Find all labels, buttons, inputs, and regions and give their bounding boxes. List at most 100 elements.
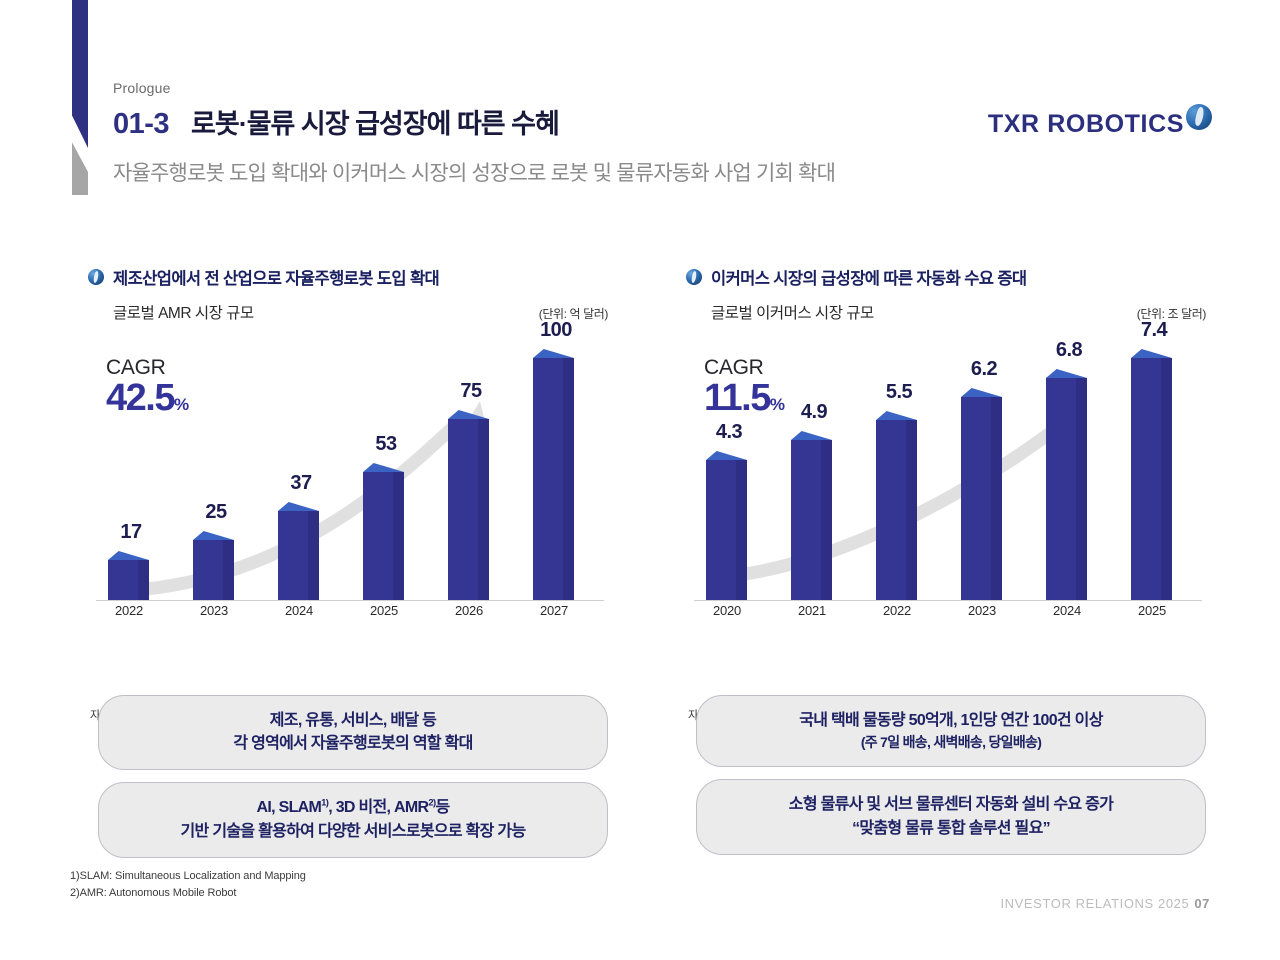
amr-market-chart: CAGR 42.5% 17 25 37 53 75 100 2022 2023 2024 202… [88,319,608,722]
bar-side-face [478,419,489,601]
cagr-percent-sign: % [769,395,785,415]
panel-ecommerce-market: 이커머스 시장의 급성장에 따른 자동화 수요 증대 글로벌 이커머스 시장 규… [686,265,1206,855]
bar-series: 4.3 4.9 5.5 6.2 6.8 7.4 [686,319,1206,601]
x-axis-label: 2027 [539,603,569,618]
bar-side-face [736,460,747,601]
chart-unit-note: (단위: 조 달러) [1136,307,1207,321]
bar-value-label: 4.3 [715,421,743,443]
x-axis-label: 2021 [797,603,827,618]
bar-front-face [961,397,991,601]
cagr-number: 42.5 [106,377,175,420]
header-accent-bar [72,0,88,195]
bar-value-label: 53 [375,433,397,455]
cagr-annotation: CAGR 11.5% [704,356,785,420]
bar-front-face [363,472,393,601]
page-subtitle: 자율주행로봇 도입 확대와 이커머스 시장의 성장으로 로봇 및 물류자동화 사… [113,162,836,185]
bar-front-face [876,420,906,601]
bar [533,349,579,601]
logo-wordmark: TXR ROBOTICS [987,109,1184,138]
callout-box: 국내 택배 물동량 50억개, 1인당 연간 100건 이상 (주 7일 배송, … [696,695,1206,768]
bar-side-face [906,420,917,601]
callout-line: “맞춤형 물류 통합 솔루션 필요” [852,819,1051,837]
callout-line: 기반 기술을 활용하여 다양한 서비스로봇으로 확장 가능 [180,822,527,840]
bar-front-face [1131,358,1161,601]
bar [706,451,752,601]
x-axis-labels: 2022 2023 2024 2025 2026 2027 [88,603,608,625]
globe-bullet-icon [88,269,104,285]
bar-front-face [448,419,478,601]
footnotes: 1)SLAM: Simultaneous Localization and Ma… [70,868,306,901]
callout-list: 국내 택배 물동량 50억개, 1인당 연간 100건 이상 (주 7일 배송, … [696,695,1206,867]
bar-front-face [1046,378,1076,601]
slide-footer: INVESTOR RELATIONS 2025 07 [1000,896,1210,911]
bar-side-face [1161,358,1172,601]
bar-side-face [308,511,319,601]
x-axis-labels: 2020 2021 2022 2023 2024 2025 [686,603,1206,625]
panel-title: 제조산업에서 전 산업으로 자율주행로봇 도입 확대 [113,270,440,288]
bar-value-label: 25 [205,501,227,523]
callout-line: 제조, 유통, 서비스, 배달 등 [269,712,437,729]
footer-text: INVESTOR RELATIONS 2025 [1000,896,1190,911]
cagr-value: 11.5% [704,377,785,420]
panel-title: 이커머스 시장의 급성장에 따른 자동화 수요 증대 [711,270,1027,288]
bar-side-face [821,440,832,601]
x-axis-label: 2020 [712,603,742,618]
cagr-value: 42.5% [106,377,189,420]
bar-value-label: 75 [460,380,482,402]
bar-side-face [223,540,234,601]
bar-front-face [533,358,563,601]
bar-value-label: 4.9 [800,401,828,423]
footnote-item: 2)AMR: Autonomous Mobile Robot [70,886,237,899]
section-number: 01-3 [113,108,170,140]
bar [961,388,1007,601]
bar-value-label: 37 [290,472,312,494]
bar-front-face [706,460,736,601]
chart-unit-note: (단위: 억 달러) [538,307,609,321]
bar-value-label: 6.2 [970,358,998,380]
accent-bar-blue-segment [72,0,88,148]
company-logo: TXR ROBOTICS [988,104,1212,144]
bar-value-label: 17 [120,521,142,543]
callout-box: 소형 물류사 및 서브 물류센터 자동화 설비 수요 증가 “맞춤형 물류 통합 … [696,779,1206,855]
bar [193,531,239,601]
bar-series: 17 25 37 53 75 100 [88,319,608,601]
chart-subtitle: 글로벌 이커머스 시장 규모 [711,305,874,322]
bar-side-face [393,472,404,601]
bar [448,410,494,601]
page-title-row: 01-3 로봇·물류 시장 급성장에 따른 수혜 [113,102,973,141]
globe-icon [1186,104,1212,130]
x-axis-label: 2024 [1052,603,1082,618]
callout-line: AI, SLAM1), 3D 비전, AMR2)등 [256,798,451,817]
bar [1046,369,1092,601]
panel-header: 제조산업에서 전 산업으로 자율주행로봇 도입 확대 [88,265,608,289]
cagr-label: CAGR [704,356,764,379]
bar-value-label: 100 [540,319,572,341]
bar [278,502,324,601]
bar-value-label: 6.8 [1055,339,1083,361]
globe-bullet-icon [686,269,702,285]
bar [876,411,922,601]
x-axis-line [694,599,1202,601]
cagr-number: 11.5 [704,377,771,420]
bar-side-face [1076,378,1087,601]
x-axis-line [96,599,604,601]
cagr-annotation: CAGR 42.5% [106,356,189,420]
bar-front-face [193,540,223,601]
cagr-label: CAGR [106,356,166,379]
x-axis-label: 2026 [454,603,484,618]
bar-side-face [991,397,1002,601]
page-title: 로봇·물류 시장 급성장에 따른 수혜 [191,109,560,139]
prologue-label: Prologue [113,80,171,96]
x-axis-label: 2022 [114,603,144,618]
ecommerce-market-chart: CAGR 11.5% 4.3 4.9 5.5 6.2 6.8 7.4 2020 2021 20… [686,319,1206,722]
panel-subtitle-row: 글로벌 AMR 시장 규모 (단위: 억 달러) [88,301,608,323]
slide-header: Prologue 01-3 로봇·물류 시장 급성장에 따른 수혜 자율주행로봇… [113,80,973,187]
bar-front-face [791,440,821,601]
bar-value-label: 7.4 [1140,319,1168,341]
x-axis-label: 2025 [369,603,399,618]
x-axis-label: 2023 [199,603,229,618]
bar [1131,349,1177,601]
panel-subtitle-row: 글로벌 이커머스 시장 규모 (단위: 조 달러) [686,301,1206,323]
